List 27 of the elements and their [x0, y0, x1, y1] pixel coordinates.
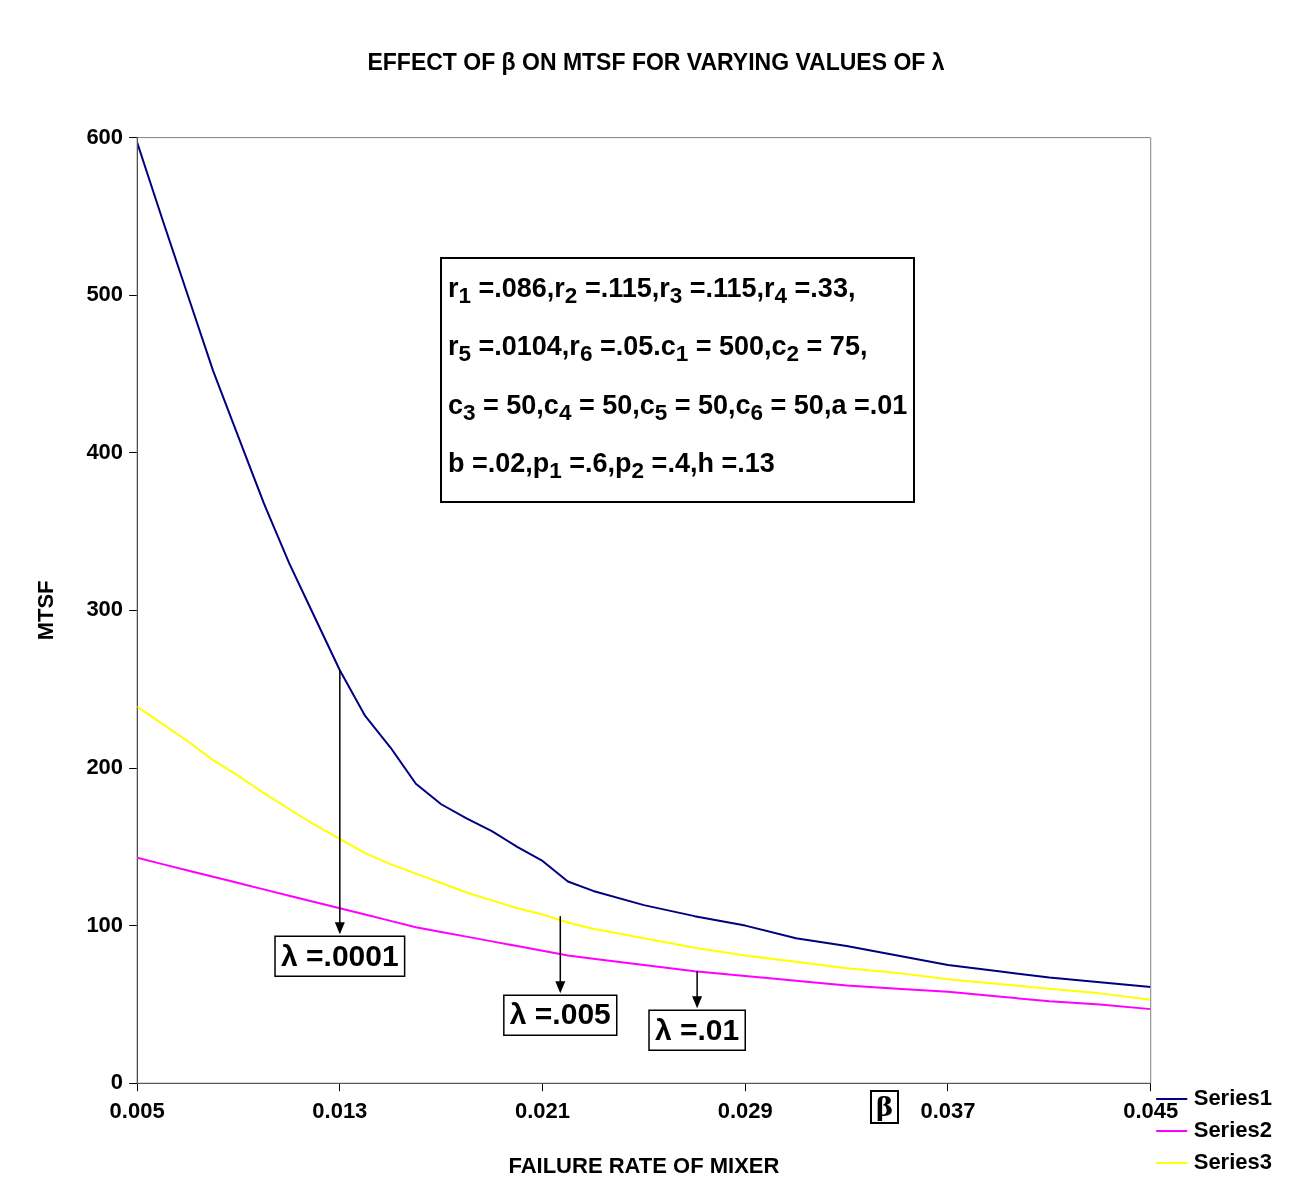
x-tick-label: 0.029	[717, 1098, 773, 1124]
x-tick-label: 0.021	[515, 1098, 571, 1124]
text: r$_{5}$ =.0104,r$_{6}$ =.05.c$_{1}$ = 500,c$_{2}$ = 75,	[448, 331, 868, 367]
y-tick-label: 400	[86, 438, 124, 464]
y-tick-label: 300	[86, 596, 124, 622]
x-tick-label: 0.045	[1123, 1098, 1179, 1124]
x-tick-label: 0.005	[109, 1098, 165, 1124]
y-tick-label: 600	[86, 123, 124, 149]
annotation: λ =.005	[509, 997, 611, 1031]
x-tick-label: 0.037	[920, 1098, 976, 1124]
text: c$_{3}$ = 50,c$_{4}$ = 50,c$_{5}$ = 50,c$_{6}$ = 50,a =.01	[448, 389, 908, 426]
legend-label: Series3	[1193, 1149, 1273, 1175]
x-axis-title: FAILURE RATE OF MIXER	[508, 1152, 780, 1178]
legend-label: Series2	[1193, 1117, 1273, 1143]
x-tick-label: 0.013	[312, 1098, 368, 1124]
y-tick-label: 100	[86, 911, 124, 937]
annotation: λ =.0001	[281, 938, 399, 972]
y-tick-label: 500	[86, 281, 124, 307]
y-axis-title: MTSF	[33, 580, 59, 641]
annotation: b =.02,p$_{1}$ =.6,p$_{2}$ =.4,h =.13	[448, 447, 776, 486]
legend-label: Series1	[1193, 1085, 1273, 1111]
y-tick-label: 200	[86, 754, 124, 780]
annotation: λ =.01	[655, 1012, 740, 1046]
text: β	[870, 1090, 900, 1124]
y-tick-label: 0	[110, 1069, 124, 1095]
text: r$_{1}$ =.086,r$_{2}$ =.115,r$_{3}$ =.115,r$_{4}$ =.33,	[448, 273, 856, 309]
chart-title: EFFECT OF β ON MTSF FOR VARYING VALUES OF λ	[367, 49, 945, 76]
